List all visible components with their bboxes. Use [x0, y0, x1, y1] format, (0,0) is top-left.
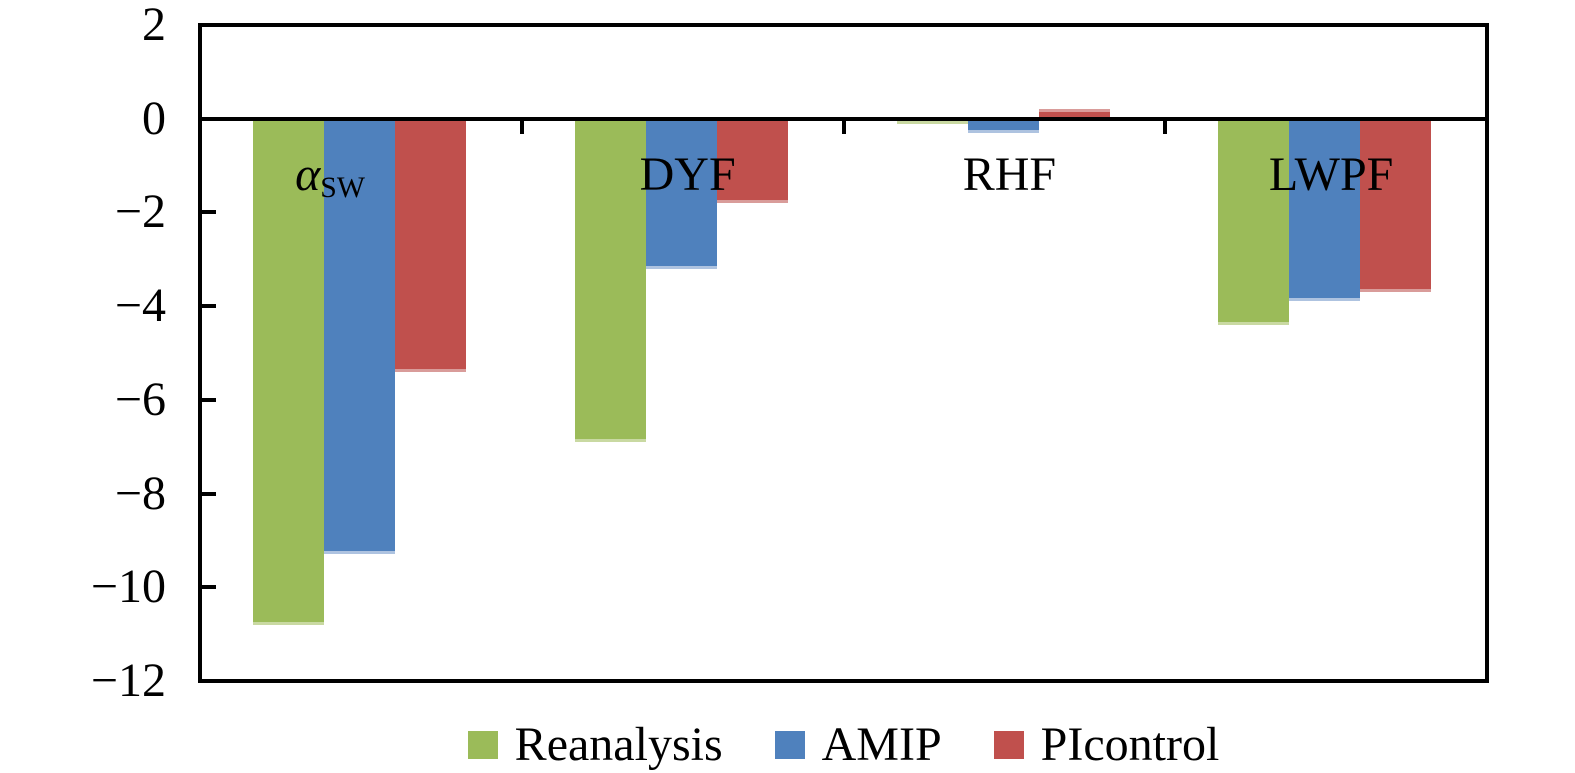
bar-edge-amip-lwpf	[1289, 298, 1361, 302]
legend-item-picontrol: PIcontrol	[993, 718, 1220, 771]
bar-reanalysis-dyf	[574, 120, 646, 443]
category-label-subscript-asw: SW	[320, 170, 365, 204]
bar-reanalysis-lwpf	[1218, 120, 1290, 325]
bar-picontrol-lwpf	[1360, 120, 1432, 293]
bar-reanalysis-rhf	[896, 120, 968, 124]
legend-item-reanalysis: Reanalysis	[467, 718, 723, 771]
bar-amip-lwpf	[1289, 120, 1361, 302]
bar-picontrol-rhf	[1038, 109, 1110, 117]
y-tick-label--12: −12	[90, 654, 166, 707]
y-tick-label--8: −8	[114, 466, 166, 520]
y-tick-label--2: −2	[114, 185, 166, 239]
bar-picontrol-dyf	[716, 120, 788, 204]
category-label-main-dyf: DYF	[639, 148, 736, 201]
y-tick--6	[202, 397, 216, 402]
bar-edge-picontrol-lwpf	[1360, 289, 1432, 293]
y-tick-label--6: −6	[114, 372, 166, 426]
bar-edge-reanalysis-asw	[253, 621, 324, 625]
category-label-main-lwpf: LWPF	[1268, 148, 1394, 201]
bar-edge-amip-asw	[324, 551, 395, 555]
bar-edge-reanalysis-dyf	[574, 439, 646, 443]
bar-picontrol-asw	[395, 120, 466, 372]
x-boundary-tick-2	[841, 116, 846, 134]
plot-box	[198, 23, 1489, 683]
bar-edge-amip-rhf	[967, 129, 1039, 133]
legend-swatch-amip	[774, 731, 805, 759]
bar-edge-picontrol-rhf	[1038, 109, 1110, 113]
bar-amip-dyf	[645, 120, 717, 269]
category-label-main-asw: α	[295, 148, 321, 201]
y-tick--2	[202, 210, 216, 215]
legend-swatch-reanalysis	[467, 731, 498, 759]
bar-edge-picontrol-dyf	[716, 200, 788, 204]
bar-reanalysis-asw	[253, 120, 324, 625]
bar-edge-reanalysis-lwpf	[1218, 321, 1290, 325]
category-label-rhf: RHF	[963, 150, 1056, 200]
bar-amip-asw	[324, 120, 395, 555]
legend-item-amip: AMIP	[774, 718, 942, 771]
bar-edge-amip-dyf	[645, 265, 717, 269]
y-tick-label-2: 2	[142, 0, 166, 51]
y-tick-label--10: −10	[90, 560, 166, 614]
category-label-main-rhf: RHF	[962, 148, 1057, 201]
legend-label-reanalysis: Reanalysis	[514, 718, 723, 771]
y-tick--10	[202, 585, 216, 590]
category-label-dyf: DYF	[640, 150, 736, 200]
x-boundary-tick-3	[1163, 116, 1168, 134]
y-tick--8	[202, 491, 216, 496]
legend: Reanalysis AMIP PIcontrol	[200, 715, 1487, 773]
bar-edge-picontrol-asw	[395, 368, 466, 372]
legend-label-amip: AMIP	[821, 718, 942, 771]
y-tick--4	[202, 304, 216, 309]
category-label-asw: αSW	[295, 148, 365, 202]
x-boundary-tick-1	[519, 116, 524, 134]
legend-swatch-picontrol	[993, 731, 1024, 759]
bar-amip-rhf	[967, 120, 1039, 133]
legend-label-picontrol: PIcontrol	[1040, 718, 1220, 771]
y-tick-label-0: 0	[142, 91, 166, 145]
y-tick-label--4: −4	[114, 279, 166, 333]
category-label-lwpf: LWPF	[1269, 150, 1393, 200]
bar-edge-reanalysis-rhf	[896, 120, 968, 124]
